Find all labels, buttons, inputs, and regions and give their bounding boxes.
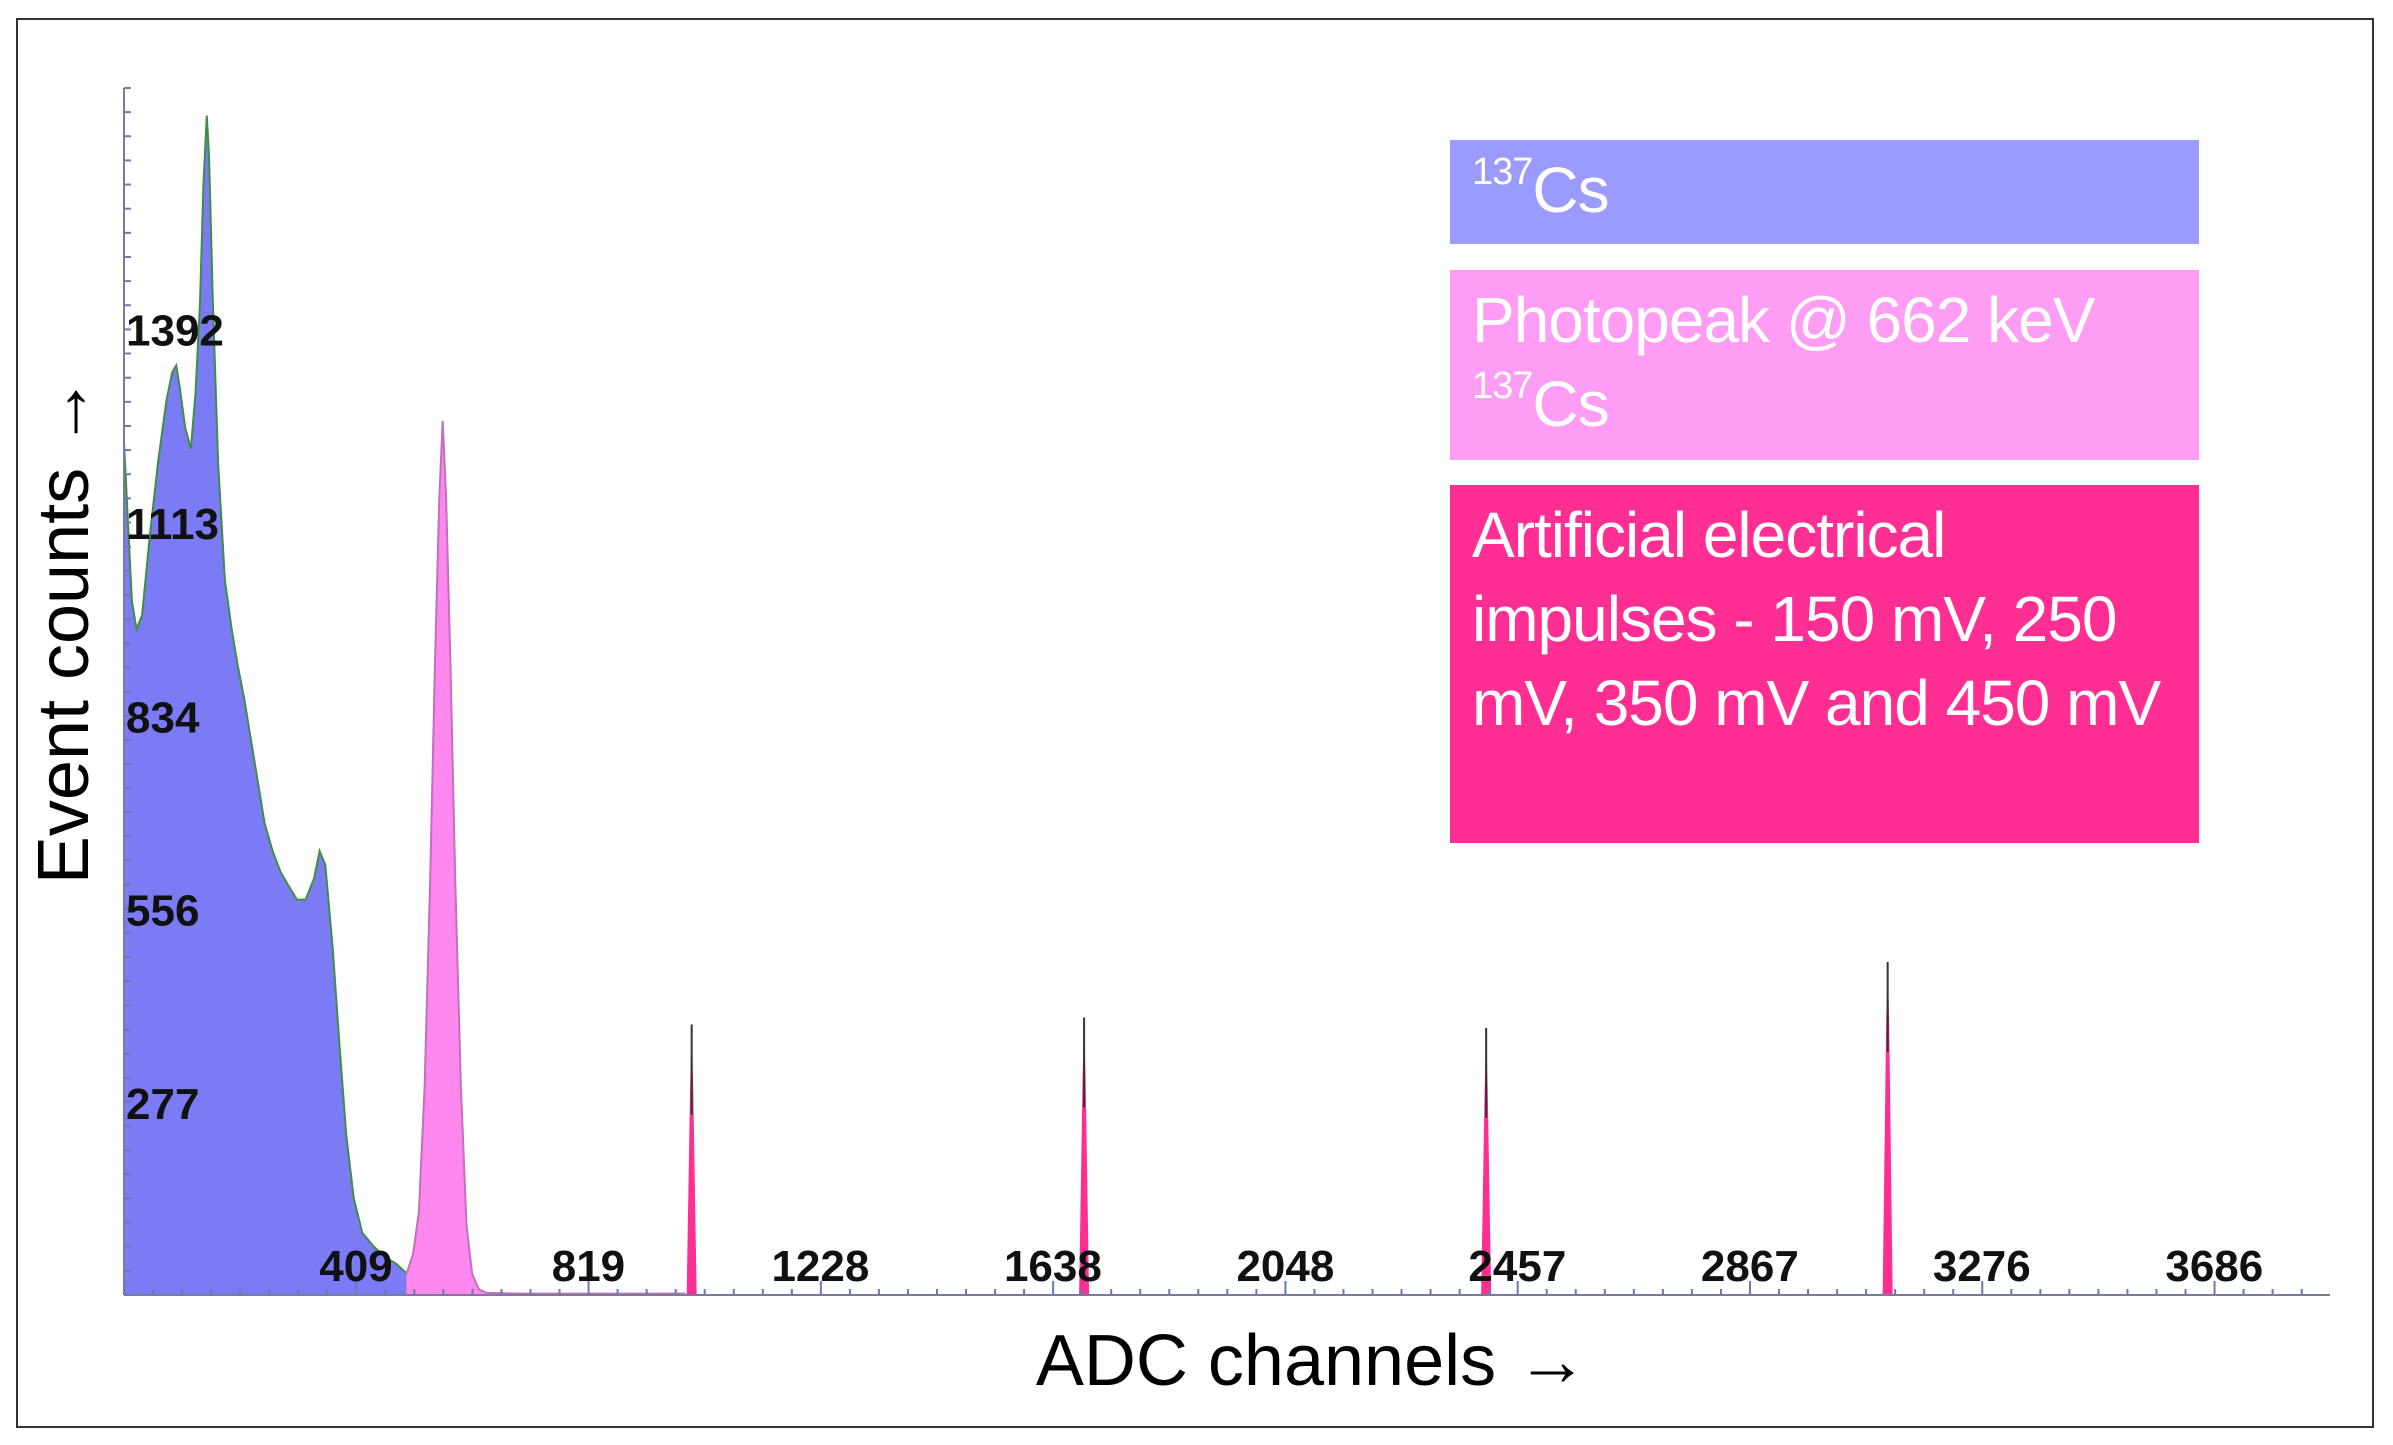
x-axis-title: ADC channels → xyxy=(1036,1321,1588,1401)
legend-photopeak-title: Photopeak @ 662 keV xyxy=(1472,284,2095,356)
y-tick-label: 834 xyxy=(126,693,200,742)
legend-pulser: Artificial electrical impulses - 150 mV,… xyxy=(1450,485,2199,843)
legend-pulser-label: Artificial electrical impulses - 150 mV,… xyxy=(1472,499,2161,739)
pulser-peak-4 xyxy=(1882,962,1893,1295)
y-tick-label: 277 xyxy=(126,1080,199,1129)
x-tick-label: 409 xyxy=(319,1242,392,1291)
x-tick-label: 3686 xyxy=(2165,1242,2263,1291)
y-tick-label: 1392 xyxy=(126,306,224,355)
series-outline-1 xyxy=(405,420,686,1295)
pulser-peak-2 xyxy=(1079,1017,1090,1295)
pulser-peak-1 xyxy=(686,1024,697,1295)
legend-photopeak-isotope: Cs xyxy=(1532,368,1609,440)
x-tick-label: 1638 xyxy=(1004,1242,1102,1291)
pulser-peak-3 xyxy=(1481,1027,1492,1295)
x-tick-label: 2867 xyxy=(1701,1242,1799,1291)
x-tick-label: 1228 xyxy=(771,1242,869,1291)
series-area-1 xyxy=(406,421,686,1295)
y-tick-label: 556 xyxy=(126,886,199,935)
x-tick-label: 3276 xyxy=(1933,1242,2031,1291)
legend-cs: 137Cs xyxy=(1450,140,2199,244)
series-outline-0 xyxy=(123,115,420,1294)
legend-cs-mass-number: 137 xyxy=(1472,151,1533,193)
legend-photopeak: Photopeak @ 662 keV 137Cs xyxy=(1450,270,2199,460)
x-tick-label: 2048 xyxy=(1236,1242,1334,1291)
y-tick-label: 1113 xyxy=(126,500,219,549)
y-axis-title: Event counts → xyxy=(24,376,104,884)
x-tick-label: 819 xyxy=(552,1242,625,1291)
legend-photopeak-mass-number: 137 xyxy=(1472,365,1533,407)
legend-cs-label: Cs xyxy=(1532,154,1609,226)
x-tick-label: 2457 xyxy=(1468,1242,1566,1291)
series-area-0 xyxy=(124,115,419,1296)
